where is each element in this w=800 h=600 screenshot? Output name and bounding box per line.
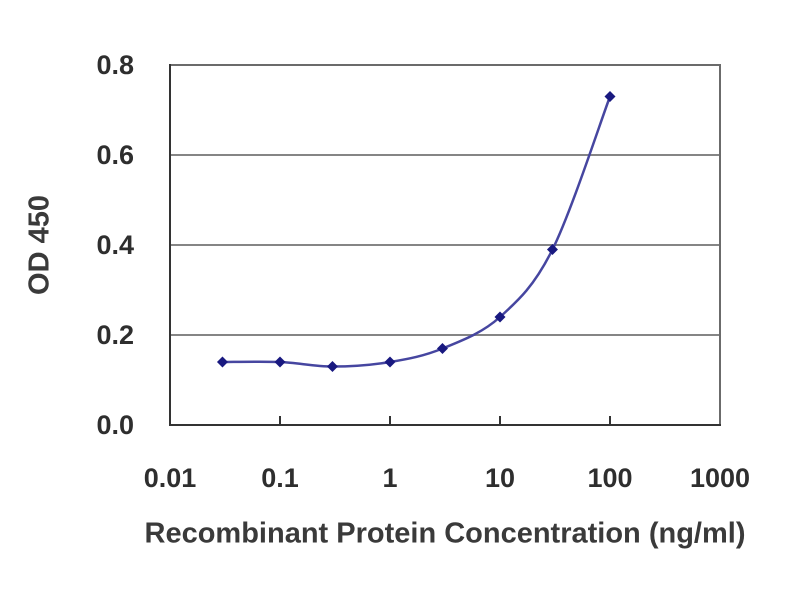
data-point-marker xyxy=(216,356,228,368)
data-point-marker xyxy=(436,343,448,354)
data-point-marker xyxy=(384,356,396,368)
x-axis-title: Recombinant Protein Concentration (ng/ml… xyxy=(144,517,746,550)
y-axis-title: OD 450 xyxy=(23,195,56,295)
series-line xyxy=(222,96,612,368)
x-tick-label: 0.01 xyxy=(144,463,197,493)
y-tick-label: 0.8 xyxy=(96,50,134,80)
x-tick-label: 0.1 xyxy=(261,463,299,493)
data-point-marker xyxy=(494,311,506,323)
y-tick-label: 0.0 xyxy=(96,410,134,440)
data-point-marker xyxy=(274,356,286,368)
y-tick-label: 0.4 xyxy=(96,230,134,260)
data-point-marker xyxy=(604,91,616,102)
y-tick-label: 0.6 xyxy=(96,140,134,170)
data-point-marker xyxy=(546,244,558,255)
data-point-marker xyxy=(326,361,338,372)
y-tick-label: 0.2 xyxy=(96,320,134,350)
x-tick-label: 1000 xyxy=(690,463,750,493)
x-tick-label: 1 xyxy=(382,463,397,493)
x-tick-label: 10 xyxy=(485,463,515,493)
x-tick-label: 100 xyxy=(587,463,632,493)
